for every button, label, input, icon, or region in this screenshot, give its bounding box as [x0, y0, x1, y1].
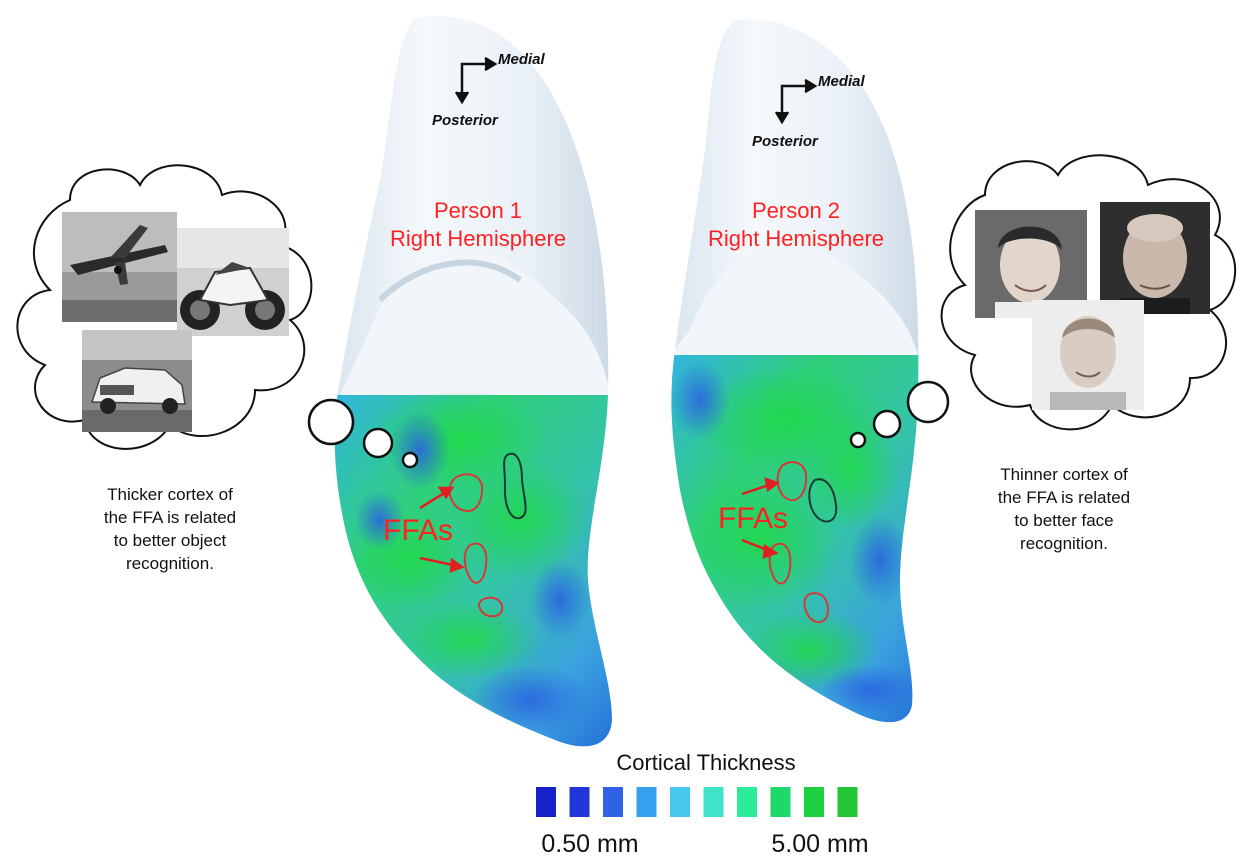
thought-bubbles-left — [307, 398, 419, 469]
person-2-label: Person 2 — [752, 198, 840, 223]
caption-right-line-1: Thinner cortex of — [1000, 465, 1128, 484]
medial-label-1: Medial — [498, 51, 546, 68]
legend-swatch-3 — [603, 787, 623, 817]
face-image-3 — [1032, 300, 1144, 410]
legend-swatch-9 — [804, 787, 824, 817]
legend-title: Cortical Thickness — [616, 750, 795, 775]
ffa-arrows-2 — [741, 477, 780, 559]
caption-left-line-2: the FFA is related — [104, 508, 236, 527]
thought-bubbles-right — [849, 380, 950, 449]
person-1-hemisphere: Right Hemisphere — [390, 226, 566, 251]
orientation-arrows-1 — [454, 56, 498, 105]
ffa-arrows-1 — [419, 486, 465, 573]
motorcycle-image — [177, 228, 289, 336]
caption-right: Thinner cortex of the FFA is related to … — [998, 465, 1130, 553]
caption-right-line-3: to better face — [1014, 511, 1113, 530]
roi-outline-dark-2 — [808, 478, 838, 523]
legend-swatch-1 — [536, 787, 556, 817]
legend-swatch-7 — [737, 787, 757, 817]
legend-min-label: 0.50 mm — [541, 830, 638, 858]
orientation-arrows-2 — [774, 78, 818, 125]
legend-max-label: 5.00 mm — [771, 830, 868, 858]
posterior-label-2: Posterior — [752, 133, 819, 150]
roi-outline-dark — [503, 452, 527, 520]
caption-right-line-2: the FFA is related — [998, 488, 1130, 507]
airplane-image — [62, 212, 177, 322]
ffa-outline-5 — [768, 542, 792, 585]
person-1-label: Person 1 — [434, 198, 522, 223]
posterior-label-1: Posterior — [432, 112, 499, 129]
caption-left: Thicker cortex of the FFA is related to … — [104, 485, 236, 573]
caption-left-line-3: to better object — [114, 531, 227, 550]
person-2-hemisphere: Right Hemisphere — [708, 226, 884, 251]
face-image-2 — [1100, 202, 1210, 314]
legend-swatch-10 — [837, 787, 858, 817]
caption-right-line-4: recognition. — [1020, 534, 1108, 553]
legend-swatch-8 — [770, 787, 791, 817]
legend-swatch-6 — [703, 787, 724, 817]
legend-swatch-5 — [670, 787, 690, 817]
car-image — [82, 330, 192, 432]
ffa-outline-3 — [478, 596, 504, 618]
medial-label-2: Medial — [818, 73, 866, 90]
legend-swatch-2 — [569, 787, 590, 817]
ffa-label-1: FFAs — [383, 514, 453, 547]
ffa-outline-4 — [776, 461, 808, 502]
ffa-outline-2 — [463, 542, 488, 584]
ffa-outline-6 — [803, 592, 830, 624]
caption-left-line-4: recognition. — [126, 554, 214, 573]
caption-left-line-1: Thicker cortex of — [107, 485, 233, 504]
legend-swatches — [536, 787, 858, 817]
ffa-label-2: FFAs — [718, 502, 788, 535]
legend-swatch-4 — [636, 787, 657, 817]
brain-person-2 — [671, 19, 919, 723]
